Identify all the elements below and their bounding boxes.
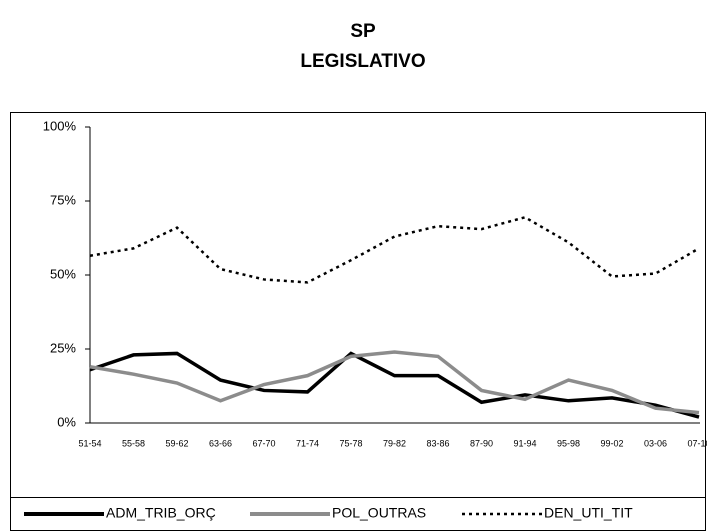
y-tick-label: 100%	[43, 118, 77, 133]
y-tick-label: 50%	[50, 266, 76, 281]
x-tick-label: 71-74	[296, 438, 319, 448]
y-tick-label: 25%	[50, 340, 76, 355]
chart-frame	[10, 112, 706, 531]
series-line	[89, 215, 700, 284]
legend-label: POL_OUTRAS	[332, 505, 426, 521]
legend-label: DEN_UTI_TIT	[544, 505, 633, 521]
x-tick-label: 51-54	[78, 438, 101, 448]
x-tick-label: 91-94	[513, 438, 536, 448]
x-tick-label: 55-58	[122, 438, 145, 448]
y-tick-label: 0%	[57, 414, 76, 429]
x-tick-label: 79-82	[383, 438, 406, 448]
x-tick-label: 95-98	[557, 438, 580, 448]
legend-label: ADM_TRIB_ORÇ	[106, 505, 216, 521]
legend-box	[10, 497, 706, 531]
x-tick-label: 67-70	[252, 438, 275, 448]
chart-subtitle: LEGISLATIVO	[300, 51, 425, 72]
chart-title: SP	[350, 21, 376, 42]
x-tick-label: 59-62	[165, 438, 188, 448]
series-line	[89, 351, 700, 419]
y-tick-label: 75%	[50, 192, 76, 207]
x-tick-label: 99-02	[600, 438, 623, 448]
x-tick-label: 75-78	[339, 438, 362, 448]
x-tick-label: 03-06	[644, 438, 667, 448]
x-tick-label: 87-90	[470, 438, 493, 448]
series-line	[89, 350, 700, 415]
x-tick-label: 83-86	[426, 438, 449, 448]
x-tick-label: 63-66	[209, 438, 232, 448]
x-tick-label: 07-10	[687, 438, 707, 448]
